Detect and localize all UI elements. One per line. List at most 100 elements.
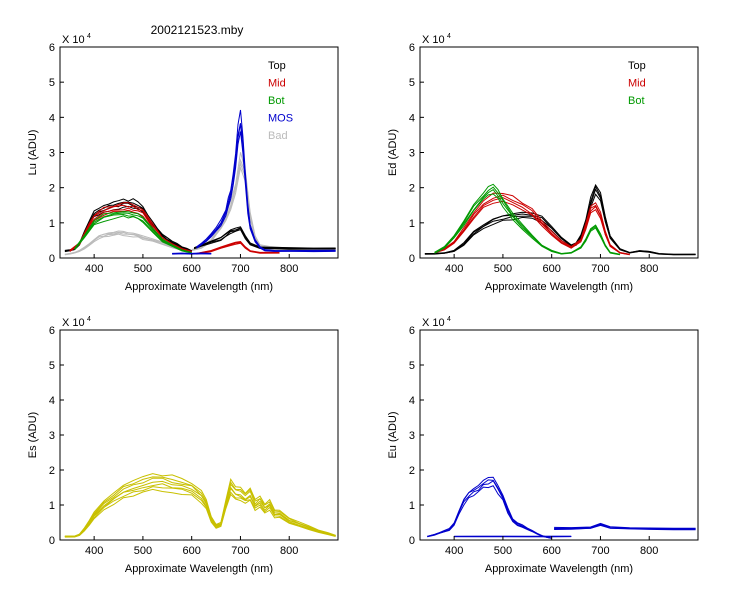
series-line [64, 488, 336, 538]
x-tick-label: 400 [85, 263, 103, 275]
x-tick-label: 700 [591, 545, 609, 557]
x-tick-label: 500 [494, 545, 512, 557]
y-axis-label: Es (ADU) [27, 412, 39, 458]
y-tick-label: 1 [49, 500, 55, 512]
series-mos-7 [172, 252, 212, 255]
series-line [74, 211, 192, 253]
series-eu-2 [554, 522, 696, 531]
x-tick-label: 500 [494, 263, 512, 275]
plot-frame [59, 46, 339, 259]
y-multiplier-exponent: 4 [87, 33, 91, 40]
y-tick-label: 3 [409, 148, 415, 160]
x-tick-label: 500 [134, 263, 152, 275]
y-tick-label: 5 [409, 77, 415, 89]
series-line [64, 198, 192, 252]
y-tick-label: 0 [49, 253, 55, 265]
series-bad-1 [191, 152, 336, 252]
y-multiplier-exponent: 4 [447, 33, 451, 40]
y-axis-label: Eu (ADU) [387, 411, 399, 458]
x-tick-label: 800 [280, 545, 298, 557]
x-tick-label: 400 [445, 545, 463, 557]
x-tick-label: 400 [85, 545, 103, 557]
x-tick-label: 500 [134, 545, 152, 557]
series-bot-2 [434, 183, 621, 256]
y-tick-label: 2 [49, 465, 55, 477]
y-tick-label: 0 [409, 253, 415, 265]
x-axis-label: Approximate Wavelength (nm) [485, 281, 633, 293]
y-tick-label: 6 [409, 42, 415, 54]
y-tick-label: 5 [409, 360, 415, 372]
x-tick-label: 700 [231, 545, 249, 557]
legend-entry-bad: Bad [268, 130, 288, 142]
y-multiplier: X 10 [422, 34, 445, 46]
x-tick-label: 600 [543, 545, 561, 557]
x-tick-label: 700 [591, 263, 609, 275]
y-tick-label: 4 [409, 112, 415, 124]
y-multiplier-exponent: 4 [87, 316, 91, 323]
y-tick-label: 3 [409, 430, 415, 442]
series-line [64, 486, 336, 538]
legend-entry-top: Top [268, 60, 286, 72]
y-tick-label: 0 [49, 535, 55, 547]
y-multiplier: X 10 [422, 317, 445, 329]
y-tick-label: 2 [409, 183, 415, 195]
y-tick-label: 2 [49, 183, 55, 195]
x-tick-label: 600 [543, 263, 561, 275]
y-multiplier-exponent: 4 [447, 316, 451, 323]
y-tick-label: 4 [49, 112, 55, 124]
series-line [434, 183, 621, 255]
series-line [193, 228, 336, 250]
legend-entry-mid: Mid [628, 78, 646, 90]
series-line [193, 226, 336, 249]
y-tick-label: 5 [49, 360, 55, 372]
figure-title: 2002121523.mby [151, 23, 244, 37]
series-bad-0 [64, 230, 192, 256]
y-multiplier: X 10 [62, 317, 85, 329]
series-top-0 [424, 183, 696, 256]
series-top-3 [193, 226, 336, 250]
y-tick-label: 6 [409, 325, 415, 337]
series-mos-8 [196, 109, 336, 253]
legend-entry-bot: Bot [268, 95, 285, 107]
series-line [434, 192, 630, 255]
y-tick-label: 0 [409, 535, 415, 547]
series-line [434, 200, 630, 256]
series-bot-6 [74, 211, 192, 254]
x-tick-label: 800 [640, 545, 658, 557]
series-mid-1 [434, 192, 630, 256]
series-line [69, 202, 192, 252]
y-tick-label: 1 [49, 218, 55, 230]
series-line [64, 480, 336, 537]
series-line [64, 477, 336, 537]
series-line [74, 213, 192, 254]
y-tick-label: 3 [49, 430, 55, 442]
x-axis-label: Approximate Wavelength (nm) [125, 563, 273, 575]
y-axis-label: Ed (ADU) [387, 129, 399, 176]
series-line [196, 240, 280, 254]
x-tick-label: 600 [183, 263, 201, 275]
y-tick-label: 3 [49, 148, 55, 160]
series-line [64, 231, 192, 255]
legend-entry-top: Top [628, 60, 646, 72]
series-line [427, 476, 552, 539]
x-tick-label: 400 [445, 263, 463, 275]
x-tick-label: 600 [183, 545, 201, 557]
x-axis-label: Approximate Wavelength (nm) [485, 563, 633, 575]
y-tick-label: 2 [409, 465, 415, 477]
x-tick-label: 800 [280, 263, 298, 275]
series-line [196, 109, 336, 252]
y-tick-label: 1 [409, 218, 415, 230]
series-line [64, 230, 192, 255]
series-es-0 [64, 473, 336, 538]
series-line [554, 522, 696, 529]
y-tick-label: 1 [409, 500, 415, 512]
x-tick-label: 800 [640, 263, 658, 275]
series-line [64, 473, 336, 537]
y-tick-label: 6 [49, 325, 55, 337]
y-tick-label: 4 [409, 395, 415, 407]
series-mid-5 [196, 240, 280, 255]
